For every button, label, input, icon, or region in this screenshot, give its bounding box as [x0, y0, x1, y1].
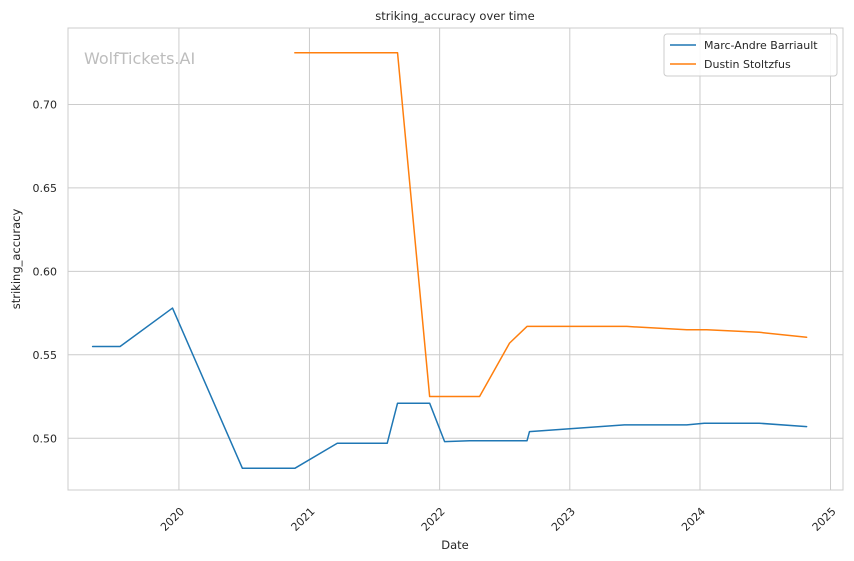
y-tick-label: 0.65 [33, 182, 58, 195]
y-axis-label: striking_accuracy [9, 209, 23, 310]
plot-frame [67, 27, 844, 491]
watermark: WolfTickets.AI [84, 49, 195, 68]
x-axis-label: Date [441, 538, 469, 552]
y-tick-label: 0.60 [33, 265, 58, 278]
legend-label-dustin-stoltzfus: Dustin Stoltzfus [704, 58, 791, 71]
x-tick-label: 2024 [679, 505, 708, 534]
series-line-dustin-stoltzfus [294, 51, 808, 398]
series-layer [91, 51, 808, 470]
x-tick-label: 2020 [158, 505, 187, 534]
y-tick-label: 0.70 [33, 98, 58, 111]
grid [68, 28, 843, 490]
series-line-marc-andre-barriault [91, 307, 808, 470]
legend-label-marc-andre-barriault: Marc-Andre Barriault [704, 39, 818, 52]
x-tick-label: 2023 [549, 505, 578, 534]
plot-background [68, 28, 843, 490]
x-tick-label: 2021 [289, 505, 318, 534]
legend: Marc-Andre Barriault Dustin Stoltzfus [663, 33, 838, 77]
chart-title: striking_accuracy over time [375, 9, 534, 23]
x-tick-label: 2022 [419, 505, 448, 534]
legend-box [663, 33, 838, 77]
x-tick-labels: 2020 2021 2022 2023 2024 2025 [158, 505, 839, 534]
y-tick-label: 0.55 [33, 349, 58, 362]
y-tick-labels: 0.50 0.55 0.60 0.65 0.70 [33, 98, 58, 445]
y-tick-label: 0.50 [33, 432, 58, 445]
x-tick-label: 2025 [810, 505, 839, 534]
